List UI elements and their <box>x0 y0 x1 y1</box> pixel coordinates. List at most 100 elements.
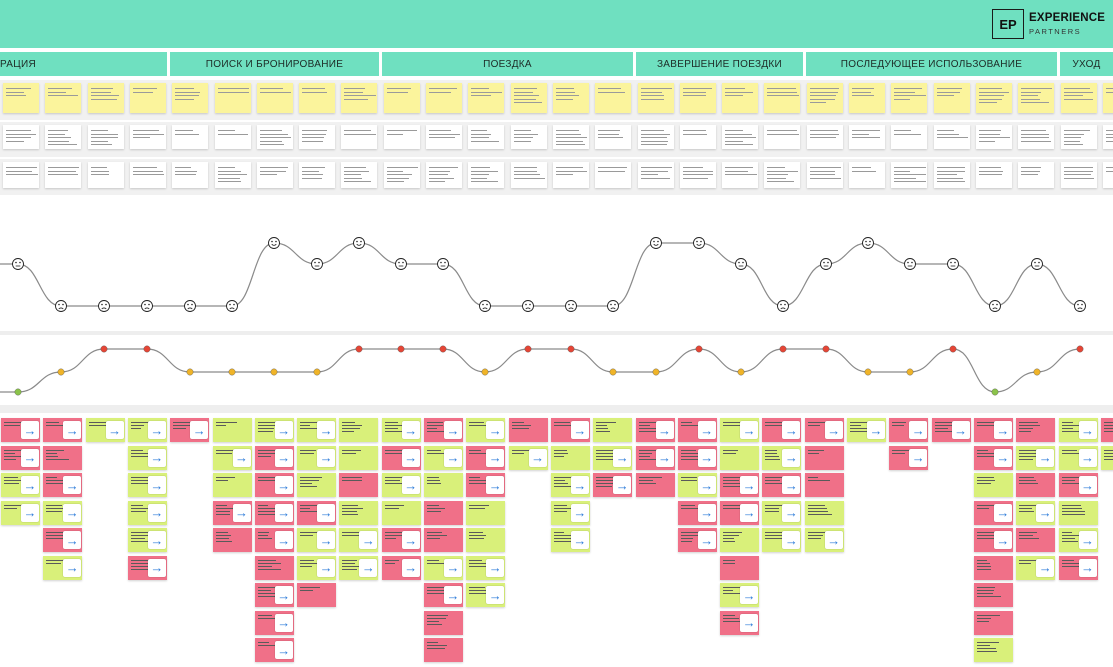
opportunity-card[interactable]: → <box>1 500 40 525</box>
opportunity-card[interactable] <box>424 473 463 497</box>
arrow-right-icon[interactable]: → <box>63 421 82 439</box>
sticky-note[interactable] <box>426 162 462 188</box>
sticky-note[interactable] <box>806 83 843 113</box>
sticky-note[interactable] <box>933 162 970 188</box>
opportunity-card[interactable]: → <box>973 445 1013 470</box>
opportunity-card[interactable]: → <box>466 473 506 497</box>
sticky-note[interactable] <box>595 125 632 149</box>
opportunity-card[interactable] <box>339 445 379 470</box>
opportunity-card[interactable]: → <box>550 473 590 497</box>
sticky-note[interactable] <box>129 162 166 188</box>
opportunity-card[interactable]: → <box>931 418 971 442</box>
arrow-right-icon[interactable]: → <box>147 448 166 467</box>
opportunity-card[interactable] <box>973 638 1013 662</box>
opportunity-card[interactable] <box>339 473 379 497</box>
opportunity-card[interactable]: → <box>889 418 929 442</box>
opportunity-card[interactable]: → <box>720 473 760 497</box>
arrow-right-icon[interactable]: → <box>401 531 420 549</box>
sticky-note[interactable] <box>214 83 251 113</box>
sticky-note[interactable] <box>3 83 39 113</box>
opportunity-card[interactable] <box>804 445 844 470</box>
arrow-right-icon[interactable]: → <box>613 448 632 467</box>
opportunity-card[interactable]: → <box>381 555 421 580</box>
arrow-right-icon[interactable]: → <box>317 448 336 467</box>
arrow-right-icon[interactable]: → <box>147 421 166 439</box>
sticky-note[interactable] <box>172 162 209 188</box>
opportunity-card[interactable]: → <box>43 555 83 580</box>
arrow-right-icon[interactable]: → <box>1078 448 1097 467</box>
arrow-right-icon[interactable]: → <box>782 421 801 439</box>
arrow-right-icon[interactable]: → <box>147 503 166 522</box>
opportunity-card[interactable]: → <box>466 583 506 607</box>
arrow-right-icon[interactable]: → <box>444 448 462 467</box>
sticky-note[interactable] <box>299 125 336 149</box>
arrow-right-icon[interactable]: → <box>740 421 759 439</box>
opportunity-card[interactable]: → <box>889 445 929 470</box>
opportunity-card[interactable]: → <box>424 445 463 470</box>
sticky-note[interactable] <box>679 125 716 149</box>
opportunity-card[interactable]: → <box>339 555 379 580</box>
arrow-right-icon[interactable]: → <box>359 558 378 577</box>
arrow-right-icon[interactable]: → <box>613 476 632 494</box>
opportunity-card[interactable] <box>212 418 252 442</box>
sticky-note[interactable] <box>87 162 124 188</box>
sticky-note[interactable] <box>45 125 82 149</box>
arrow-right-icon[interactable]: → <box>528 448 547 467</box>
sticky-note[interactable] <box>1060 83 1097 113</box>
sticky-note[interactable] <box>764 83 801 113</box>
opportunity-card[interactable]: → <box>550 418 590 442</box>
opportunity-card[interactable]: → <box>254 528 294 552</box>
arrow-right-icon[interactable]: → <box>274 476 293 494</box>
sticky-note[interactable] <box>722 162 759 188</box>
opportunity-card[interactable] <box>466 500 506 525</box>
arrow-right-icon[interactable]: → <box>570 531 589 549</box>
arrow-right-icon[interactable]: → <box>993 531 1012 549</box>
arrow-right-icon[interactable]: → <box>486 421 505 439</box>
opportunity-card[interactable]: → <box>43 528 83 552</box>
opportunity-card[interactable] <box>973 583 1013 607</box>
opportunity-card[interactable]: → <box>635 445 675 470</box>
opportunity-card[interactable] <box>424 500 463 525</box>
opportunity-card[interactable]: → <box>466 418 506 442</box>
sticky-note[interactable] <box>764 162 801 188</box>
opportunity-card[interactable]: → <box>677 418 717 442</box>
sticky-note[interactable] <box>933 125 970 149</box>
opportunity-card[interactable]: → <box>424 418 463 442</box>
opportunity-card[interactable]: → <box>973 500 1013 525</box>
opportunity-card[interactable]: → <box>466 555 506 580</box>
opportunity-card[interactable]: → <box>381 473 421 497</box>
opportunity-card[interactable] <box>720 555 760 580</box>
arrow-right-icon[interactable]: → <box>697 531 716 549</box>
opportunity-card[interactable]: → <box>762 445 802 470</box>
sticky-note[interactable] <box>849 125 885 149</box>
sticky-note[interactable] <box>679 162 716 188</box>
sticky-note[interactable] <box>256 162 293 188</box>
arrow-right-icon[interactable]: → <box>1078 421 1097 439</box>
sticky-note[interactable] <box>3 125 39 149</box>
sticky-note[interactable] <box>1060 162 1097 188</box>
arrow-right-icon[interactable]: → <box>1078 476 1097 494</box>
arrow-right-icon[interactable]: → <box>740 503 759 522</box>
arrow-right-icon[interactable]: → <box>21 476 39 494</box>
opportunity-card[interactable]: → <box>43 418 83 442</box>
opportunity-card[interactable]: → <box>973 528 1013 552</box>
arrow-right-icon[interactable]: → <box>909 421 928 439</box>
opportunity-card[interactable] <box>424 638 463 662</box>
arrow-right-icon[interactable]: → <box>274 503 293 522</box>
sticky-note[interactable] <box>1102 125 1113 149</box>
opportunity-card[interactable]: → <box>43 473 83 497</box>
opportunity-card[interactable] <box>339 418 379 442</box>
opportunity-card[interactable]: → <box>720 583 760 607</box>
arrow-right-icon[interactable]: → <box>317 558 336 577</box>
opportunity-card[interactable] <box>297 473 337 497</box>
arrow-right-icon[interactable]: → <box>147 476 166 494</box>
sticky-note[interactable] <box>299 83 336 113</box>
sticky-note[interactable] <box>214 125 251 149</box>
arrow-right-icon[interactable]: → <box>274 586 293 604</box>
arrow-right-icon[interactable]: → <box>147 531 166 549</box>
opportunity-card[interactable]: → <box>1016 445 1056 470</box>
arrow-right-icon[interactable]: → <box>824 531 843 549</box>
opportunity-card[interactable]: → <box>762 473 802 497</box>
arrow-right-icon[interactable]: → <box>359 531 378 549</box>
opportunity-card[interactable]: → <box>677 528 717 552</box>
